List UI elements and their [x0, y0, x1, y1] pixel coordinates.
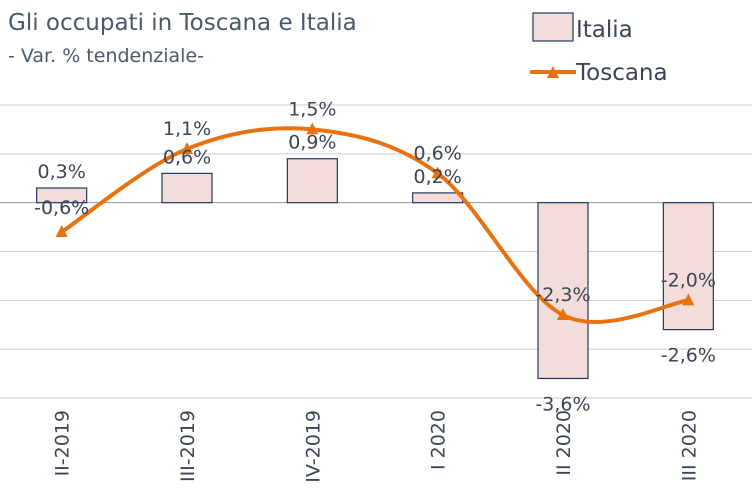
x-tick-label: II-2019: [52, 410, 74, 476]
data-label-toscana: -0,6%: [34, 197, 89, 219]
bar-italia: [36, 187, 88, 204]
data-label-italia: 0,6%: [163, 146, 211, 168]
data-label-italia: 0,2%: [414, 166, 462, 188]
data-label-toscana: 1,1%: [163, 118, 211, 140]
bar-italia: [537, 202, 589, 380]
x-tick-label: I 2020: [428, 410, 450, 470]
line-toscana: [59, 126, 691, 324]
legend-italia-swatch: [532, 12, 574, 42]
bar-italia: [662, 202, 714, 331]
data-label-italia: -2,6%: [661, 345, 716, 367]
chart-title: Gli occupati in Toscana e Italia: [8, 10, 357, 36]
marker-toscana: [181, 141, 193, 154]
marker-toscana: [306, 122, 319, 135]
x-tick-label: III 2020: [678, 410, 700, 481]
marker-toscana: [557, 307, 569, 320]
marker-toscana: [682, 293, 695, 306]
data-label-italia: 0,3%: [38, 161, 86, 183]
legend-italia-label: Italia: [576, 17, 633, 43]
legend-toscana-label: Toscana: [575, 60, 668, 86]
bar-italia: [161, 172, 213, 204]
legend-toscana-marker: [547, 66, 559, 78]
data-label-toscana: -2,3%: [535, 284, 590, 306]
marker-toscana: [55, 224, 68, 237]
data-label-italia: 0,9%: [288, 132, 336, 154]
chart-subtitle: - Var. % tendenziale-: [8, 45, 204, 67]
bar-italia: [412, 192, 464, 204]
bar-italia: [286, 158, 338, 204]
data-label-italia: -3,6%: [535, 393, 590, 415]
marker-toscana: [431, 166, 444, 179]
x-tick-label: III-2019: [177, 410, 199, 482]
x-tick-label: IV-2019: [302, 410, 324, 483]
data-label-toscana: -2,0%: [661, 269, 716, 291]
x-tick-label: II 2020: [553, 410, 575, 476]
data-label-toscana: 1,5%: [288, 98, 336, 120]
data-label-toscana: 0,6%: [414, 142, 462, 164]
